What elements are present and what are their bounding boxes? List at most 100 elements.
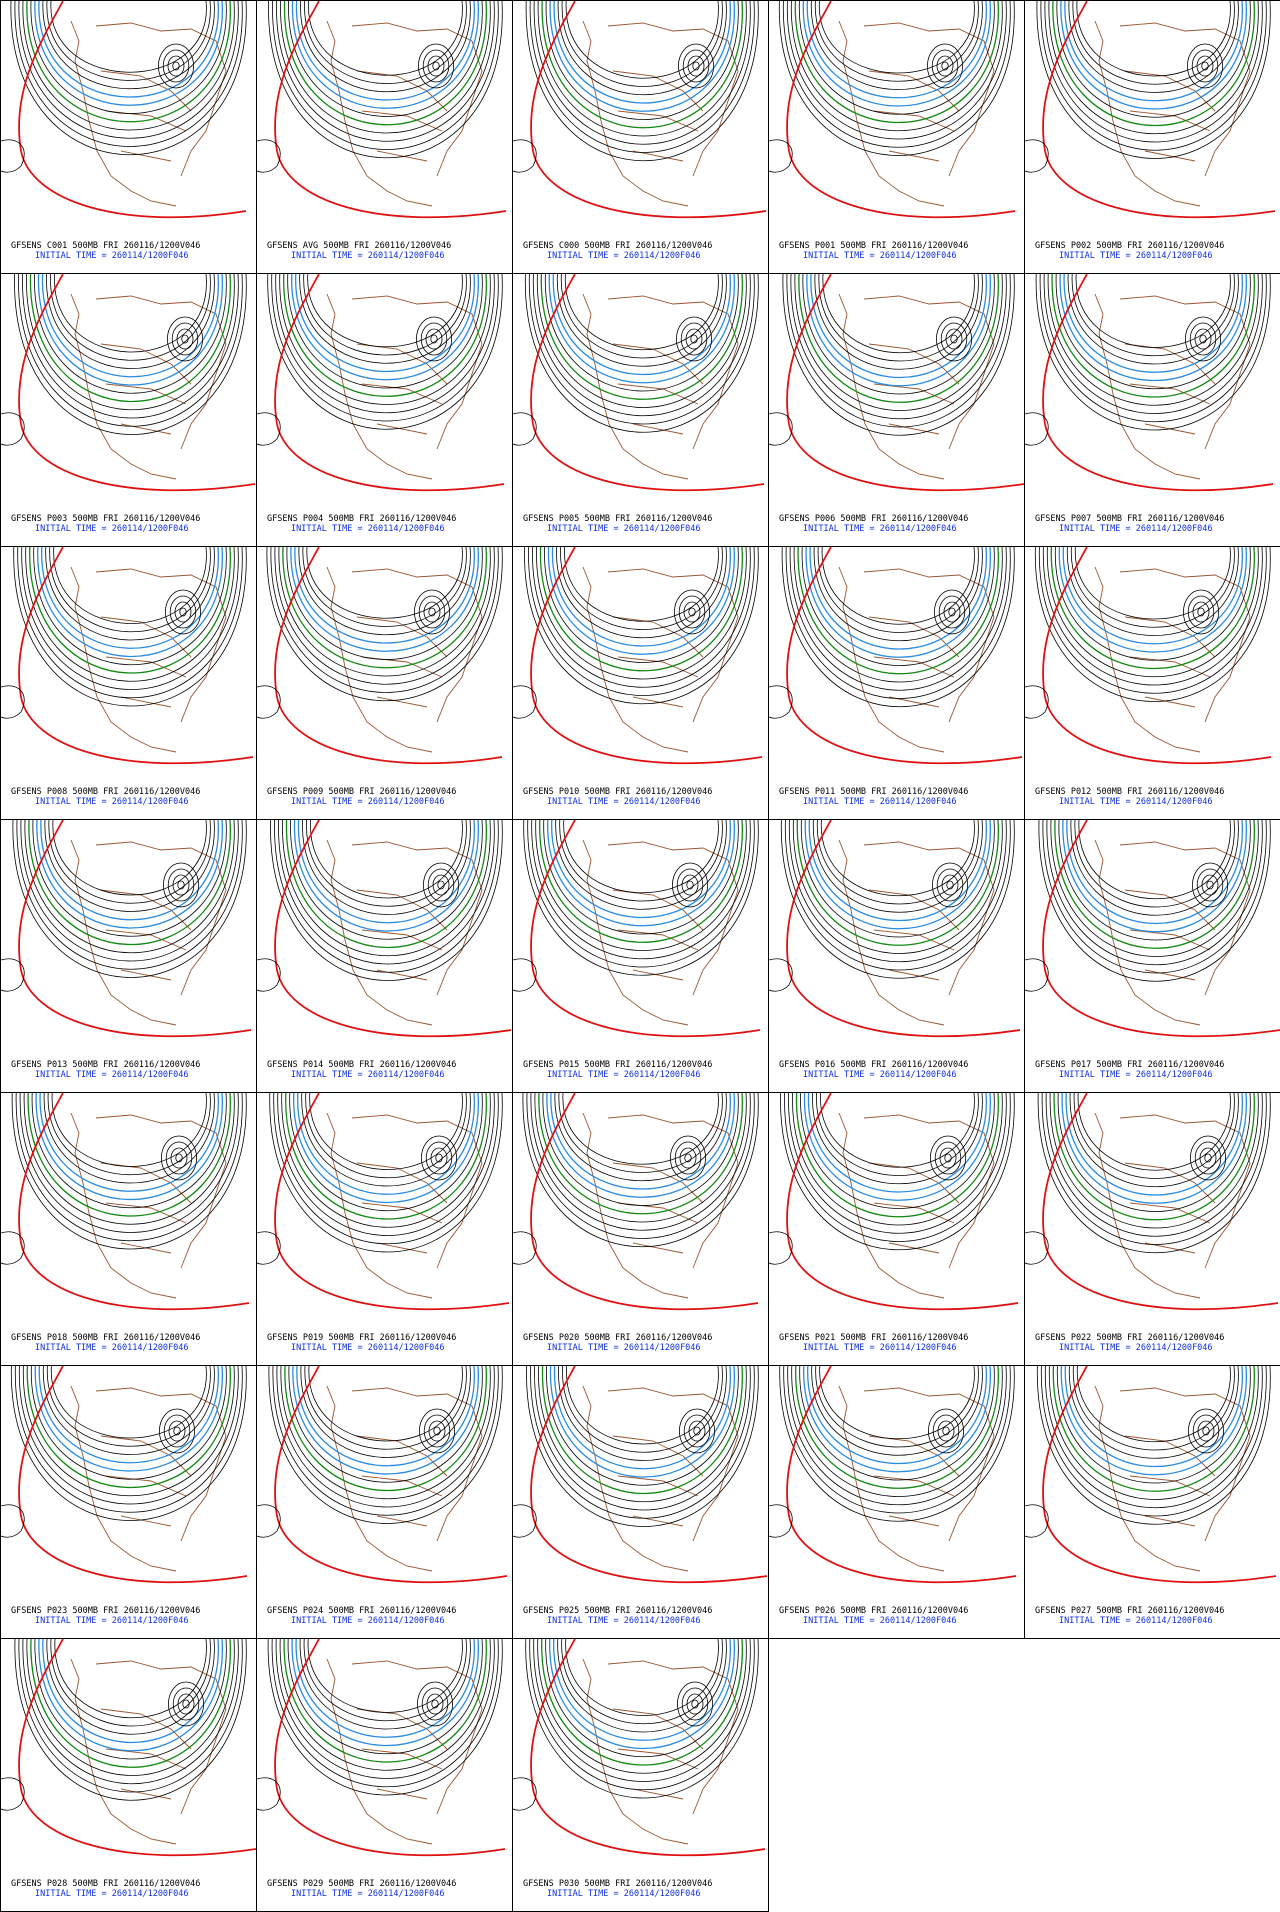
contour bbox=[547, 820, 735, 927]
low-contour bbox=[948, 607, 956, 617]
contour bbox=[790, 1, 1003, 132]
map-outline bbox=[838, 839, 995, 1026]
low-contour bbox=[1196, 55, 1214, 77]
contour bbox=[561, 1, 723, 87]
contour bbox=[1070, 820, 1239, 916]
contour bbox=[560, 274, 723, 359]
low-contour bbox=[946, 880, 954, 890]
low-contour bbox=[170, 1147, 188, 1169]
low-contour bbox=[674, 1141, 702, 1175]
contour bbox=[551, 547, 731, 647]
contour bbox=[34, 1, 223, 106]
low-contour bbox=[681, 874, 699, 896]
low-contour bbox=[413, 589, 450, 635]
low-contour bbox=[428, 1420, 446, 1442]
low-contour bbox=[425, 1141, 453, 1175]
contour bbox=[26, 274, 235, 410]
ensemble-panel: GFSENS P027 500MB FRI 260116/1200V046 INI… bbox=[1024, 1365, 1280, 1639]
panel-subtitle: INITIAL TIME = 260114/1200F046 bbox=[1059, 1343, 1213, 1353]
panel-title: GFSENS P009 500MB FRI 260116/1200V046 bbox=[267, 787, 457, 797]
low-contour bbox=[1202, 1426, 1210, 1436]
contour bbox=[769, 958, 793, 992]
map bbox=[769, 1366, 1017, 1584]
map bbox=[1, 820, 252, 1038]
map bbox=[257, 820, 512, 1038]
contour bbox=[29, 274, 231, 403]
contour bbox=[299, 1639, 471, 1730]
contour bbox=[306, 820, 467, 907]
contour bbox=[298, 547, 471, 635]
low-contour bbox=[422, 49, 450, 83]
low-contour bbox=[671, 862, 708, 908]
low-contour bbox=[1191, 862, 1228, 908]
red-contour bbox=[274, 547, 503, 765]
map-outline bbox=[582, 293, 739, 480]
low-contour bbox=[423, 1414, 451, 1448]
contour bbox=[814, 274, 983, 370]
panel-title: GFSENS P006 500MB FRI 260116/1200V046 bbox=[779, 514, 969, 524]
contour bbox=[812, 1093, 983, 1184]
low-contour bbox=[683, 1414, 711, 1448]
low-contour bbox=[177, 880, 185, 890]
map-outline bbox=[1094, 566, 1251, 753]
contour bbox=[545, 1639, 739, 1757]
panel-subtitle: INITIAL TIME = 260114/1200F046 bbox=[1059, 1616, 1213, 1626]
contour bbox=[1054, 820, 1255, 949]
contour bbox=[30, 1, 227, 114]
contour bbox=[43, 1093, 215, 1184]
map-outline bbox=[326, 20, 483, 207]
map-outline bbox=[326, 839, 483, 1026]
contour bbox=[300, 1366, 471, 1458]
low-contour bbox=[938, 595, 966, 629]
low-contour bbox=[175, 1153, 183, 1163]
contour bbox=[549, 1639, 735, 1749]
contour bbox=[1050, 547, 1255, 670]
contour bbox=[557, 1, 727, 95]
contour bbox=[566, 1366, 719, 1445]
panel-title: GFSENS P029 500MB FRI 260116/1200V046 bbox=[267, 1879, 457, 1889]
low-contour bbox=[431, 1699, 439, 1709]
contour bbox=[769, 1504, 793, 1538]
red-contour bbox=[18, 1366, 248, 1584]
contour bbox=[45, 547, 215, 641]
low-contour bbox=[425, 328, 443, 350]
contour bbox=[1025, 685, 1049, 719]
panel-title: GFSENS C001 500MB FRI 260116/1200V046 bbox=[11, 241, 201, 251]
low-contour bbox=[931, 49, 959, 83]
contour bbox=[310, 820, 463, 899]
low-contour bbox=[172, 61, 180, 71]
contour bbox=[1063, 274, 1243, 373]
low-contour bbox=[162, 49, 190, 83]
contour bbox=[1056, 1366, 1251, 1484]
contour bbox=[1054, 547, 1251, 661]
map bbox=[1025, 547, 1272, 765]
low-contour bbox=[1191, 49, 1219, 83]
contour bbox=[25, 547, 235, 682]
contour bbox=[543, 820, 739, 935]
low-contour bbox=[937, 1420, 955, 1442]
low-contour bbox=[673, 589, 710, 635]
map-outline bbox=[582, 839, 739, 1026]
low-contour bbox=[680, 322, 708, 356]
ensemble-panel: GFSENS P006 500MB FRI 260116/1200V046 INI… bbox=[768, 273, 1025, 547]
red-contour bbox=[530, 1093, 759, 1311]
panel-subtitle: INITIAL TIME = 260114/1200F046 bbox=[547, 1070, 701, 1080]
low-contour bbox=[683, 601, 701, 623]
panel-title: GFSENS P021 500MB FRI 260116/1200V046 bbox=[779, 1333, 969, 1343]
contour bbox=[541, 1366, 743, 1495]
contour bbox=[33, 547, 227, 665]
map-outline bbox=[1094, 839, 1251, 1026]
contour bbox=[551, 820, 731, 919]
contour bbox=[279, 274, 491, 405]
contour bbox=[42, 1639, 219, 1744]
map-outline bbox=[70, 293, 227, 480]
map bbox=[1025, 1093, 1279, 1311]
contour bbox=[791, 1366, 1003, 1497]
contour bbox=[1078, 820, 1231, 900]
panel-subtitle: INITIAL TIME = 260114/1200F046 bbox=[547, 1616, 701, 1626]
contour bbox=[534, 1093, 747, 1223]
red-contour bbox=[274, 1639, 506, 1857]
low-contour bbox=[157, 43, 194, 89]
panel-subtitle: INITIAL TIME = 260114/1200F046 bbox=[547, 251, 701, 261]
contour bbox=[800, 820, 995, 938]
